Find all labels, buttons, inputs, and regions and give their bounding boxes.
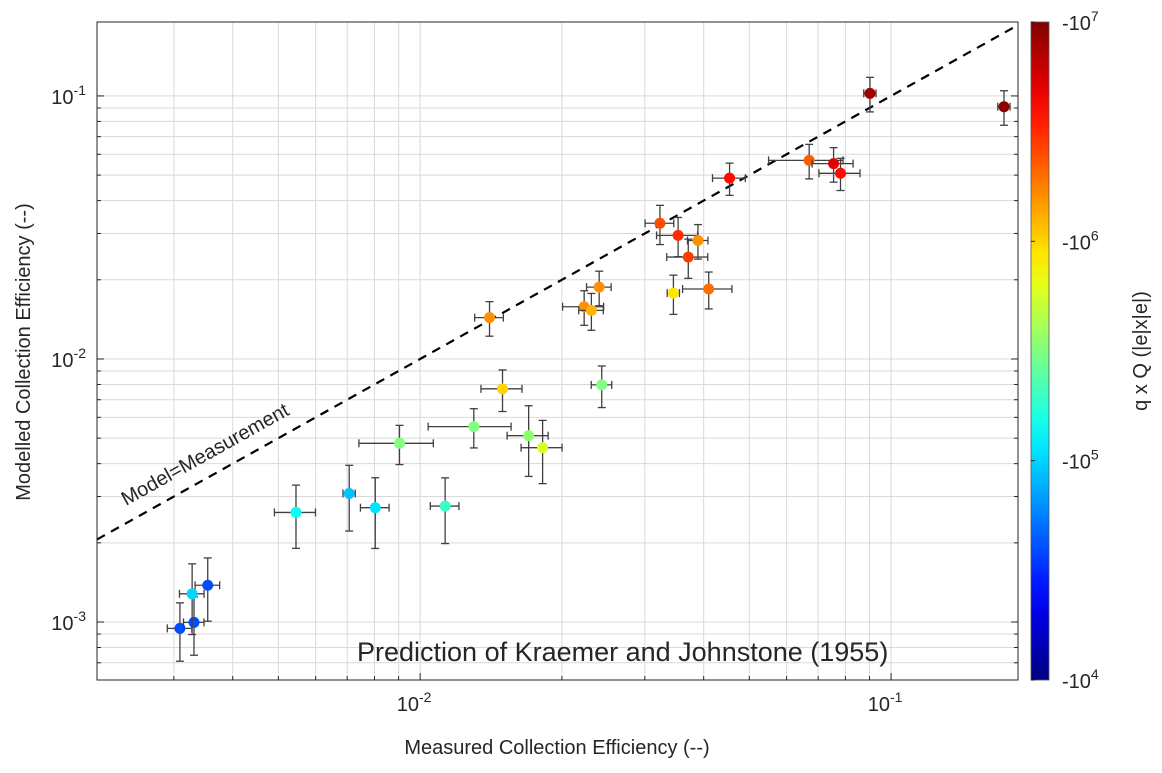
x-tick-label: 10-2 bbox=[397, 689, 432, 716]
data-marker bbox=[290, 506, 302, 518]
data-marker bbox=[186, 588, 198, 600]
y-tick-label: 10-2 bbox=[51, 345, 86, 372]
data-point bbox=[474, 301, 505, 337]
data-marker bbox=[393, 437, 405, 449]
tick-label-exponent: 4 bbox=[1091, 666, 1099, 682]
data-point bbox=[686, 223, 709, 260]
data-point bbox=[590, 365, 613, 409]
data-marker bbox=[654, 217, 666, 229]
data-point bbox=[585, 270, 612, 307]
data-marker bbox=[439, 500, 451, 512]
data-marker bbox=[593, 281, 605, 293]
tick-label-base: -10 bbox=[1062, 452, 1091, 474]
tick-label-exponent: -1 bbox=[890, 689, 903, 705]
plot-area bbox=[97, 22, 1018, 680]
tick-label-exponent: 6 bbox=[1091, 227, 1099, 243]
data-marker bbox=[174, 622, 186, 634]
tick-label-base: 10 bbox=[397, 694, 419, 716]
tick-label-base: -10 bbox=[1062, 671, 1091, 693]
data-point bbox=[578, 292, 604, 331]
annotation: Prediction of Kraemer and Johnstone (195… bbox=[357, 637, 888, 667]
data-marker bbox=[523, 430, 535, 442]
tick-label-base: 10 bbox=[51, 87, 73, 109]
tick-label-base: -10 bbox=[1062, 13, 1091, 35]
data-point bbox=[997, 90, 1011, 126]
data-point bbox=[644, 204, 675, 246]
x-axis-ticks: 10-2 10-1 bbox=[397, 689, 903, 716]
data-marker bbox=[998, 101, 1010, 113]
data-point bbox=[358, 424, 434, 466]
data-point bbox=[666, 238, 709, 280]
grid-lines bbox=[97, 22, 1018, 680]
x-axis-label: Measured Collection Efficiency (--) bbox=[404, 737, 709, 759]
x-tick-label: 10-1 bbox=[868, 689, 903, 716]
data-marker bbox=[835, 167, 847, 179]
y-axis-label: Modelled Collection Efficiency (--) bbox=[13, 203, 35, 501]
tick-label-base: -10 bbox=[1062, 232, 1091, 254]
data-marker bbox=[484, 312, 496, 324]
tick-label-exponent: -3 bbox=[74, 608, 87, 624]
data-point bbox=[681, 271, 733, 310]
data-point bbox=[666, 274, 681, 316]
tick-label-base: 10 bbox=[51, 613, 73, 635]
data-marker bbox=[202, 579, 214, 591]
plot-frame bbox=[96, 21, 1019, 681]
data-marker bbox=[828, 158, 840, 170]
data-marker bbox=[703, 283, 715, 295]
colorbar-tick-label: -105 bbox=[1062, 447, 1099, 474]
data-marker bbox=[369, 502, 381, 514]
data-marker bbox=[537, 442, 549, 454]
tick-label-base: 10 bbox=[51, 350, 73, 372]
y-axis-ticks: 10-310-210-1 bbox=[51, 82, 86, 635]
data-point bbox=[520, 419, 563, 485]
data-point bbox=[506, 405, 549, 478]
data-point bbox=[811, 146, 854, 183]
data-point bbox=[427, 408, 512, 449]
data-marker bbox=[585, 304, 597, 316]
data-points bbox=[166, 76, 1011, 662]
data-marker bbox=[343, 488, 355, 500]
tick-label-exponent: 5 bbox=[1091, 447, 1099, 463]
data-marker bbox=[672, 229, 684, 241]
data-marker bbox=[692, 235, 704, 247]
tick-label-exponent: -2 bbox=[419, 689, 432, 705]
data-marker bbox=[596, 379, 608, 391]
tick-label-exponent: 7 bbox=[1091, 8, 1099, 24]
data-marker bbox=[724, 172, 736, 184]
y-tick-label: 10-1 bbox=[51, 82, 86, 109]
data-point bbox=[194, 557, 221, 622]
colorbar bbox=[1030, 21, 1050, 681]
data-point bbox=[178, 563, 205, 636]
data-point bbox=[273, 484, 317, 550]
data-point bbox=[863, 76, 877, 113]
tick-label-exponent: -1 bbox=[74, 82, 87, 98]
data-point bbox=[166, 602, 193, 662]
colorbar-label: q x Q (|e|x|e|) bbox=[1130, 291, 1152, 411]
tick-label-base: 10 bbox=[868, 694, 890, 716]
data-point bbox=[359, 477, 390, 550]
data-marker bbox=[667, 287, 679, 299]
colorbar-tick-label: -104 bbox=[1062, 666, 1099, 693]
data-point bbox=[429, 477, 460, 545]
colorbar-tick-label: -106 bbox=[1062, 227, 1099, 254]
tick-label-exponent: -2 bbox=[74, 345, 87, 361]
data-point bbox=[818, 157, 861, 192]
data-point bbox=[480, 369, 523, 413]
data-marker bbox=[468, 421, 480, 433]
data-marker bbox=[864, 87, 876, 99]
data-marker bbox=[497, 383, 509, 395]
data-point bbox=[711, 162, 746, 197]
data-marker bbox=[188, 616, 200, 628]
y-tick-label: 10-3 bbox=[51, 608, 86, 635]
colorbar-ticks: -107-106-105-104 bbox=[1031, 8, 1099, 693]
data-point bbox=[342, 464, 356, 532]
colorbar-tick-label: -107 bbox=[1062, 8, 1099, 35]
data-marker bbox=[682, 251, 694, 263]
